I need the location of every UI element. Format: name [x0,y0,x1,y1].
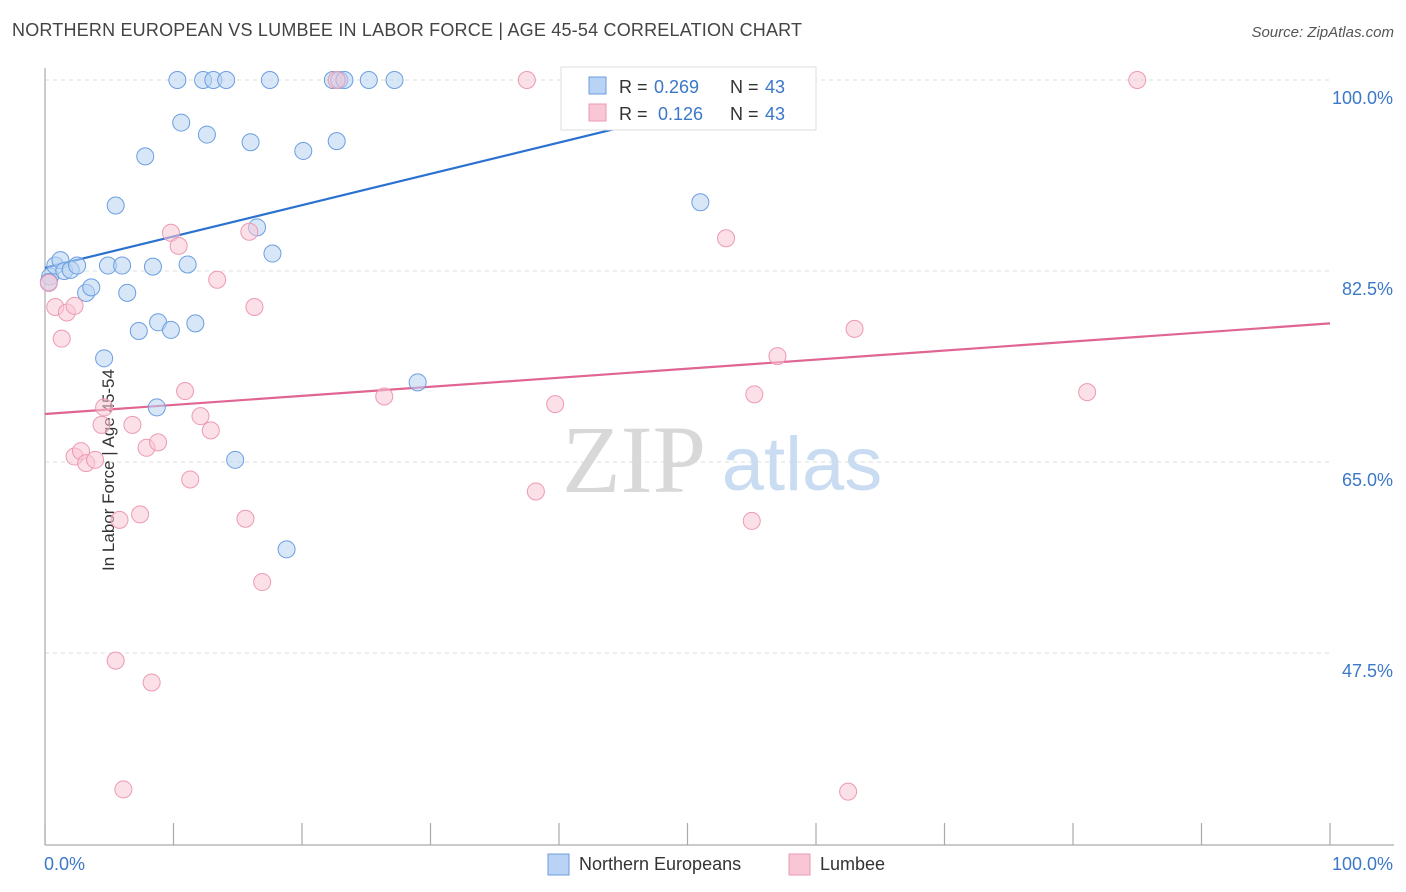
legend-swatch-blue [588,76,607,95]
watermark-atlas: atlas [722,422,883,507]
data-points [39,71,1147,801]
blue-data-point [217,71,236,89]
pink-data-point [65,296,84,315]
legend-n-value-pink: 43 [765,104,785,124]
stats-legend: R = 0.269 N = 43 R = 0.126 N = 43 [560,66,817,131]
pink-data-point [110,510,129,529]
pink-data-point [845,319,864,338]
pink-data-point [236,509,255,528]
series-legend-label-blue: Northern Europeans [579,854,741,874]
blue-data-point [68,256,87,275]
x-tick-label: 100.0% [1332,854,1393,874]
tick-labels: 47.5% 65.0% 82.5% 100.0% 0.0% 100.0% [44,88,1393,874]
blue-data-point [226,450,245,469]
blue-data-point [118,283,137,302]
blue-data-point [408,373,427,392]
blue-data-point [129,322,148,341]
blue-data-point [294,141,313,160]
pink-data-point [768,347,787,366]
pink-data-point [123,415,142,434]
y-tick-label: 100.0% [1332,88,1393,108]
pink-data-point [745,385,764,404]
blue-data-point [197,125,216,144]
pink-trend-line [44,322,1331,416]
blue-data-point [327,132,346,151]
blue-data-point [691,193,710,212]
series-legend-swatch-blue [547,853,570,876]
blue-data-point [161,320,180,339]
blue-data-point [263,244,282,263]
pink-data-point [201,421,220,440]
blue-data-point [178,255,197,274]
legend-r-value-blue: 0.269 [654,77,699,97]
blue-data-point [260,71,279,89]
pink-data-point [1078,383,1097,402]
pink-data-point [131,505,150,524]
pink-data-point [375,387,394,406]
series-legend: Northern Europeans Lumbee [547,853,885,876]
pink-data-point [253,573,272,592]
y-tick-label: 47.5% [1342,661,1393,681]
blue-data-point [186,314,205,333]
y-tick-label: 82.5% [1342,279,1393,299]
pink-data-point [169,236,188,255]
pink-data-point [546,395,565,414]
blue-data-point [385,71,404,89]
pink-data-point [142,673,161,692]
legend-n-label-pink: N = [730,104,759,124]
blue-data-point [113,256,132,275]
pink-data-point [106,651,125,670]
blue-data-point [82,278,101,297]
pink-data-point [191,407,210,426]
pink-data-point [149,433,168,452]
pink-data-point [181,470,200,489]
blue-data-point [277,540,296,559]
watermark-zip: ZIP [562,406,706,513]
pink-data-point [92,415,111,434]
blue-data-point [359,71,378,89]
legend-r-label-pink: R = [619,104,648,124]
gridlines [45,79,1330,654]
blue-data-point [95,349,114,368]
pink-data-point [717,229,736,248]
blue-data-point [168,71,187,89]
pink-data-point [517,71,536,89]
pink-data-point [526,482,545,501]
series-legend-swatch-pink [788,853,811,876]
blue-data-point [143,257,162,276]
legend-n-value-blue: 43 [765,77,785,97]
source-label: Source: ZipAtlas.com [1251,24,1394,41]
pink-data-point [52,329,71,348]
pink-data-point [95,398,114,417]
legend-r-value-pink: 0.126 [658,104,703,124]
blue-data-point [241,133,260,152]
blue-data-point [147,398,166,417]
pink-data-point [86,450,105,469]
legend-r-label-blue: R = [619,77,648,97]
pink-data-point [839,782,858,801]
blue-data-point [106,196,125,215]
blue-data-point [136,147,155,166]
pink-data-point [1128,71,1147,89]
pink-data-point [208,270,227,289]
pink-data-point [176,382,195,401]
chart-title: NORTHERN EUROPEAN VS LUMBEE IN LABOR FOR… [12,20,803,40]
pink-data-point [240,222,259,241]
series-legend-label-pink: Lumbee [820,854,885,874]
axes [44,68,1394,846]
pink-data-point [39,274,58,293]
x-tick-label: 0.0% [44,854,85,874]
legend-swatch-pink [588,103,607,122]
pink-data-point [327,71,346,89]
pink-data-point [114,780,133,799]
y-tick-label: 65.0% [1342,470,1393,490]
pink-data-point [245,298,264,317]
pink-data-point [742,511,761,530]
blue-data-point [172,113,191,132]
legend-n-label-blue: N = [730,77,759,97]
